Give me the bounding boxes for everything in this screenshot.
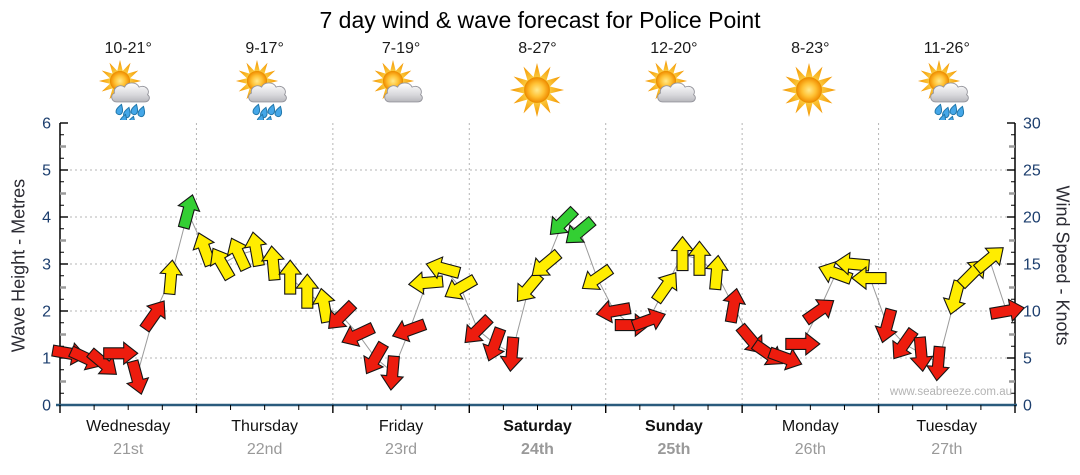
wind-arrow [892,326,919,360]
tick-label: 0 [42,398,51,415]
day-name: Wednesday [86,418,171,435]
day-date: 21st [113,441,144,458]
wind-arrow [444,273,479,300]
wind-arrow [425,256,462,280]
day-name: Friday [378,418,424,435]
wind-arrow [363,340,390,375]
wind-arrow [874,307,898,344]
day-temps: 11-26° [923,40,970,57]
tick-label: 20 [1023,210,1041,227]
day-temps: 8-27° [518,40,557,57]
wind-arrow [785,331,821,357]
wind-arrow [103,341,139,366]
wind-arrow [581,263,615,291]
wind-arrow [925,345,951,382]
wind-arrow [159,259,184,296]
day-temps: 12-20° [650,40,698,57]
wind-arrow [177,194,201,230]
wind-arrow [650,272,678,305]
tick-label: 15 [1023,257,1041,274]
wind-arrow [972,247,1004,275]
tick-label: 6 [42,116,51,133]
day-icon [917,59,977,128]
wind-arrow [704,254,729,291]
sun-cloud-icon [372,59,423,103]
wind-arrow [243,231,268,268]
sun-cloud-rain-icon [917,59,969,128]
tick-label: 2 [42,304,51,321]
wind-arrow [989,298,1026,323]
page-title: 7 day wind & wave forecast for Police Po… [319,7,761,33]
day-temps: 8-23° [791,40,830,57]
day-icon [508,60,568,120]
day-date: 24th [521,441,554,458]
wind-connector-line [68,210,1007,378]
day-temps: 9-17° [245,40,284,57]
tick-label: 25 [1023,163,1041,180]
wind-arrow [499,336,524,373]
day-name: Monday [781,418,839,435]
day-temps: 10-21° [104,40,152,57]
wind-arrow [380,355,405,391]
day-icon [780,60,840,120]
tick-label: 5 [1023,351,1032,368]
day-name: Sunday [645,418,703,435]
wind-arrow [464,313,494,344]
sun-icon [509,63,564,117]
tick-label: 3 [42,257,51,274]
watermark: www.seabreeze.com.au [889,386,1012,398]
tick-label: 1 [42,351,51,368]
day-name: Saturday [503,418,572,435]
sun-cloud-icon [644,59,696,103]
day-date: 22nd [246,441,283,458]
sun-icon [782,63,837,117]
wind-arrow [482,326,507,362]
tick-label: 30 [1023,116,1041,133]
wind-arrow [687,240,712,276]
wind-arrow [278,259,303,295]
wind-arrow [834,251,871,276]
wind-arrow [549,205,580,236]
wind-arrow [391,318,428,343]
wind-arrow [595,299,632,324]
wind-arrow [341,322,376,347]
wind-arrow [851,265,887,291]
wind-arrow [125,359,150,396]
day-date: 23rd [385,441,418,458]
wind-arrow [407,271,444,296]
day-date: 27th [931,441,963,458]
tick-label: 10 [1023,304,1041,321]
wind-arrow [260,245,285,282]
wind-arrow [531,248,563,277]
tick-label: 4 [42,210,51,227]
wind-arrow [801,299,835,326]
wind-arrow [565,215,597,244]
left-axis-title: Wave Height - Metres [8,178,29,353]
wind-arrow [630,307,667,332]
day-name: Thursday [231,418,298,435]
tick-label: 5 [42,163,51,180]
day-temps: 7-19° [381,40,421,57]
wind-arrow [295,273,320,309]
day-date: 26th [794,441,826,458]
day-name: Tuesday [916,418,978,435]
wind-arrow [311,287,336,324]
wind-arrow [139,300,166,333]
wind-arrow [909,336,934,373]
right-axis-title: Wind Speed - Knots [1052,185,1073,346]
day-date: 25th [657,441,691,458]
day-icon [644,59,704,120]
wind-arrow [722,287,747,324]
tick-label: 0 [1023,398,1032,415]
wind-arrow [328,299,358,330]
day-icon [371,59,431,120]
